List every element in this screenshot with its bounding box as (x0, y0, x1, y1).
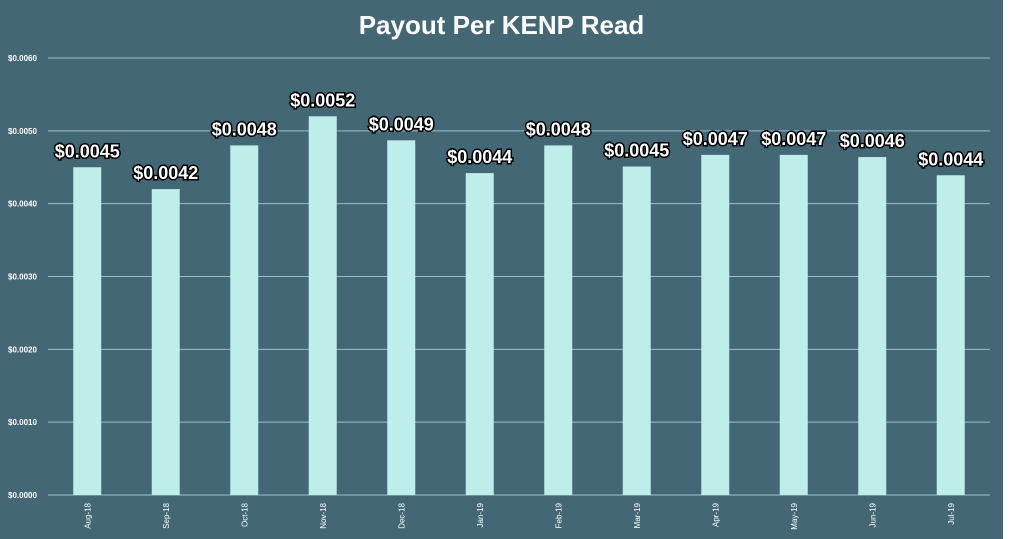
data-label: $0.0046 (840, 131, 905, 151)
x-tick-label: Jun-19 (868, 502, 877, 527)
data-label: $0.0052 (290, 90, 355, 110)
y-tick-label: $0.0060 (8, 54, 37, 63)
data-label: $0.0045 (55, 141, 120, 161)
x-tick-label: Feb-19 (554, 502, 563, 528)
bar (544, 145, 573, 495)
data-label: $0.0044 (918, 149, 983, 169)
x-axis-ticks: Aug-18 Sep-18 Oct-18 Nov-18 Dec-18 Jan-19 Feb-… (83, 502, 956, 529)
chart-title: Payout Per KENP Read (358, 10, 645, 40)
y-tick-label: $0.0030 (8, 273, 37, 282)
bar (151, 189, 180, 495)
x-tick-label: Oct-18 (240, 502, 249, 527)
x-tick-label: May-19 (790, 502, 799, 529)
bar (701, 154, 730, 495)
x-tick-label: Jan-19 (476, 502, 485, 527)
y-tick-label: $0.0050 (8, 127, 37, 136)
y-tick-label: $0.0020 (8, 345, 37, 354)
bar (858, 157, 887, 495)
y-tick-label: $0.0010 (8, 418, 37, 427)
x-tick-label: Apr-19 (711, 502, 720, 527)
data-labels: $0.0045 $0.0042 $0.0048 $0.0052 $0.0049 $0.00… (53, 89, 985, 185)
data-label: $0.0045 (604, 141, 669, 161)
gridlines (48, 57, 990, 496)
bar (622, 166, 651, 495)
y-tick-label: $0.0000 (8, 491, 37, 500)
bar (779, 154, 808, 495)
y-tick-label: $0.0040 (8, 200, 37, 209)
data-label: $0.0047 (761, 129, 826, 149)
data-label: $0.0047 (683, 129, 748, 149)
chart-frame: Payout Per KENP Read $0.0000 $0.0010 $0.00… (0, 0, 1003, 539)
x-tick-label: Mar-19 (633, 502, 642, 528)
data-label: $0.0049 (369, 114, 434, 134)
data-label: $0.0044 (447, 147, 512, 167)
bars (73, 116, 965, 496)
x-tick-label: Jul-19 (947, 502, 956, 524)
bar-chart: $0.0000 $0.0010 $0.0020 $0.0030 $0.0040 $0.00… (8, 54, 990, 530)
x-tick-label: Nov-18 (319, 502, 328, 528)
data-label: $0.0042 (133, 163, 198, 183)
data-label: $0.0048 (212, 119, 277, 139)
bar (308, 116, 337, 496)
x-tick-label: Dec-18 (397, 502, 406, 528)
bar (387, 140, 416, 495)
bar (230, 145, 259, 495)
y-axis-ticks: $0.0000 $0.0010 $0.0020 $0.0030 $0.0040 $0.00… (8, 54, 37, 500)
x-tick-label: Aug-18 (83, 502, 92, 528)
x-tick-label: Sep-18 (162, 502, 171, 528)
bar (465, 173, 494, 495)
bar (936, 175, 965, 496)
data-label: $0.0048 (526, 119, 591, 139)
bar (73, 167, 102, 495)
